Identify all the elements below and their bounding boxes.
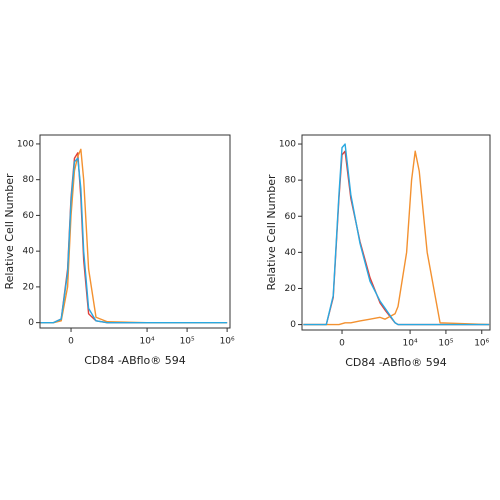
histogram-line <box>40 157 228 324</box>
x-tick-label: 10⁶ <box>474 339 489 349</box>
x-tick-label: 10⁴ <box>403 339 418 349</box>
x-axis-title: CD84 -ABflo® 594 <box>84 354 186 367</box>
histogram-line <box>303 143 490 326</box>
histogram-line <box>303 150 490 326</box>
y-tick-label: 100 <box>279 140 296 150</box>
y-axis-title: Relative Cell Number <box>3 173 16 290</box>
y-tick-label: 60 <box>23 211 35 221</box>
plot-frame <box>301 134 491 331</box>
y-tick-label: 20 <box>23 282 35 292</box>
x-tick-label: 0 <box>68 337 74 347</box>
x-tick-label: 10⁵ <box>438 339 453 349</box>
y-axis-title: Relative Cell Number <box>265 174 278 291</box>
y-tick-label: 0 <box>28 318 34 328</box>
x-axis-title: CD84 -ABflo® 594 <box>345 356 447 369</box>
plot-frame <box>39 134 231 329</box>
x-tick-label: 0 <box>339 339 345 349</box>
y-tick-label: 0 <box>290 320 296 330</box>
y-tick-label: 40 <box>285 248 297 258</box>
y-tick-label: 60 <box>285 212 297 222</box>
x-tick-label: 10⁴ <box>140 337 155 347</box>
x-tick-label: 10⁵ <box>180 337 195 347</box>
histogram-line <box>303 150 490 326</box>
y-tick-label: 80 <box>285 176 297 186</box>
y-tick-label: 40 <box>23 247 35 257</box>
y-tick-label: 80 <box>23 175 35 185</box>
y-tick-label: 100 <box>17 139 34 149</box>
x-tick-label: 10⁶ <box>220 337 235 347</box>
y-tick-label: 20 <box>285 284 297 294</box>
